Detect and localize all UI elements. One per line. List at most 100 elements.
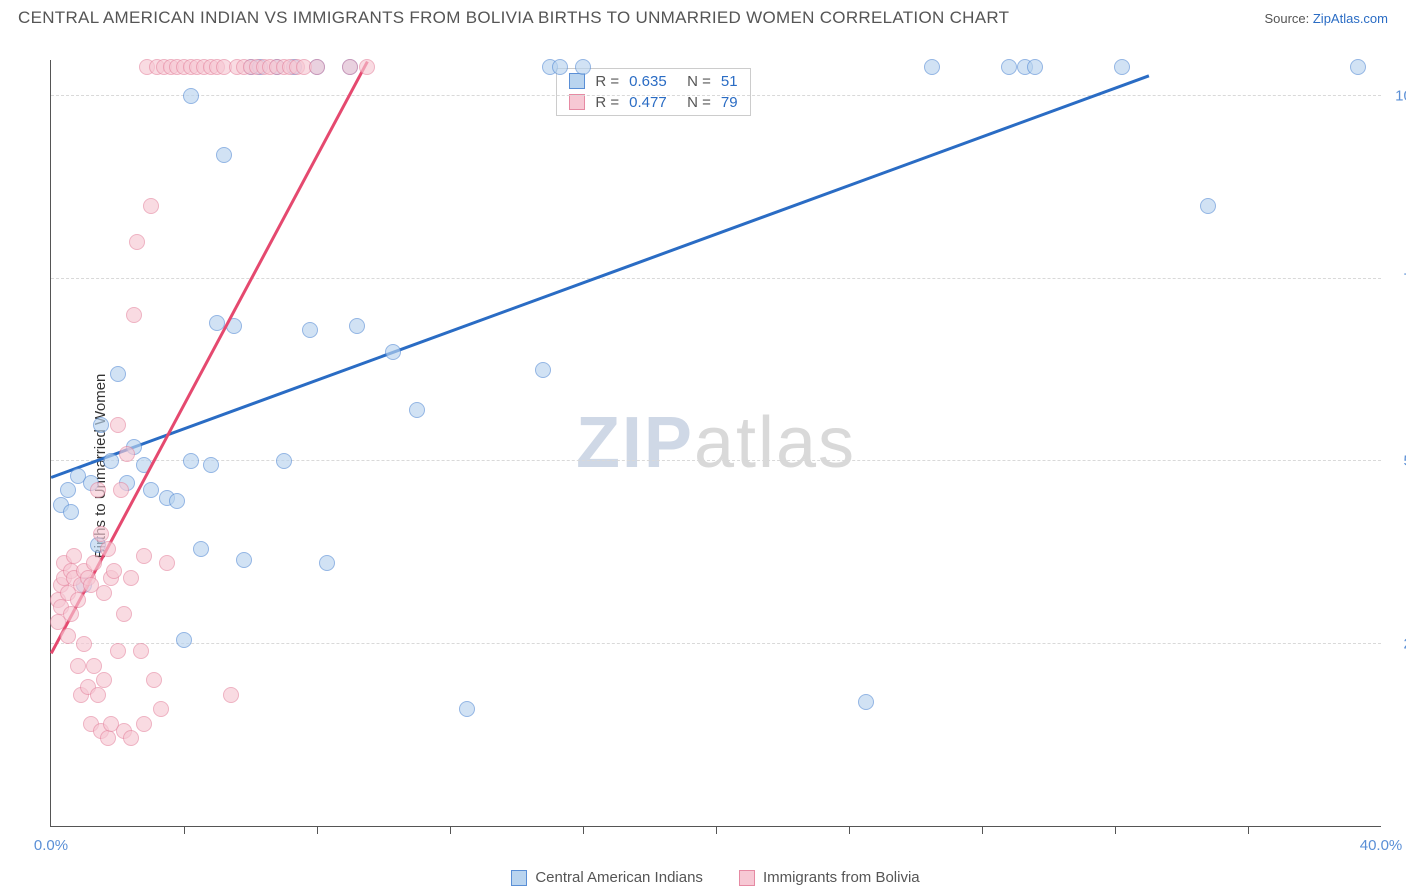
data-point	[60, 482, 76, 498]
data-point	[459, 701, 475, 717]
data-point	[203, 457, 219, 473]
watermark-zip: ZIP	[576, 403, 694, 483]
legend-item: Central American Indians	[511, 869, 703, 886]
data-point	[183, 453, 199, 469]
data-point	[123, 730, 139, 746]
data-point	[96, 672, 112, 688]
data-point	[143, 198, 159, 214]
data-point	[110, 417, 126, 433]
legend-swatch	[739, 870, 755, 886]
data-point	[93, 417, 109, 433]
data-point	[193, 541, 209, 557]
data-point	[319, 555, 335, 571]
data-point	[409, 402, 425, 418]
legend-bottom: Central American Indians Immigrants from …	[50, 869, 1381, 886]
chart-area: Births to Unmarried Women ZIPatlas R =0.…	[0, 40, 1406, 892]
data-point	[1200, 198, 1216, 214]
data-point	[216, 147, 232, 163]
data-point	[236, 552, 252, 568]
data-point	[385, 344, 401, 360]
x-tick-label: 40.0%	[1360, 837, 1403, 854]
data-point	[1350, 59, 1366, 75]
source-link[interactable]: ZipAtlas.com	[1313, 11, 1388, 26]
x-tick	[1248, 826, 1249, 834]
data-point	[143, 482, 159, 498]
data-point	[858, 694, 874, 710]
data-point	[153, 701, 169, 717]
data-point	[133, 643, 149, 659]
data-point	[66, 548, 82, 564]
legend-item: Immigrants from Bolivia	[739, 869, 920, 886]
data-point	[60, 628, 76, 644]
data-point	[86, 555, 102, 571]
x-tick	[982, 826, 983, 834]
data-point	[103, 453, 119, 469]
x-tick	[450, 826, 451, 834]
gridline-y	[51, 460, 1381, 461]
trend-line	[51, 75, 1150, 479]
data-point	[223, 687, 239, 703]
x-tick	[184, 826, 185, 834]
data-point	[535, 362, 551, 378]
x-tick-label: 0.0%	[34, 837, 68, 854]
data-point	[100, 730, 116, 746]
legend-label: Immigrants from Bolivia	[763, 869, 920, 886]
data-point	[176, 632, 192, 648]
data-point	[123, 570, 139, 586]
legend-label: Central American Indians	[535, 869, 703, 886]
y-tick-label: 100.0%	[1395, 88, 1406, 105]
data-point	[100, 541, 116, 557]
x-tick	[849, 826, 850, 834]
gridline-y	[51, 643, 1381, 644]
data-point	[552, 59, 568, 75]
data-point	[116, 606, 132, 622]
data-point	[359, 59, 375, 75]
data-point	[70, 658, 86, 674]
legend-swatch	[569, 73, 585, 89]
legend-swatch	[569, 94, 585, 110]
plot-region: ZIPatlas R =0.635N =51R =0.477N =79 25.0…	[50, 60, 1381, 827]
watermark: ZIPatlas	[576, 402, 856, 484]
r-label: R =	[595, 73, 619, 90]
data-point	[349, 318, 365, 334]
data-point	[110, 643, 126, 659]
data-point	[126, 307, 142, 323]
r-value: 0.635	[629, 73, 677, 90]
data-point	[136, 548, 152, 564]
x-tick	[583, 826, 584, 834]
legend-swatch	[511, 870, 527, 886]
data-point	[96, 585, 112, 601]
x-tick	[716, 826, 717, 834]
data-point	[1001, 59, 1017, 75]
data-point	[342, 59, 358, 75]
data-point	[146, 672, 162, 688]
data-point	[119, 446, 135, 462]
data-point	[70, 592, 86, 608]
source-attribution: Source: ZipAtlas.com	[1264, 11, 1388, 26]
data-point	[106, 563, 122, 579]
data-point	[276, 453, 292, 469]
data-point	[302, 322, 318, 338]
data-point	[129, 234, 145, 250]
chart-header: CENTRAL AMERICAN INDIAN VS IMMIGRANTS FR…	[0, 0, 1406, 32]
data-point	[90, 482, 106, 498]
data-point	[63, 606, 79, 622]
n-label: N =	[687, 73, 711, 90]
data-point	[1114, 59, 1130, 75]
data-point	[183, 88, 199, 104]
chart-title: CENTRAL AMERICAN INDIAN VS IMMIGRANTS FR…	[18, 8, 1009, 28]
data-point	[169, 493, 185, 509]
data-point	[1027, 59, 1043, 75]
data-point	[76, 636, 92, 652]
data-point	[86, 658, 102, 674]
source-prefix: Source:	[1264, 11, 1312, 26]
data-point	[90, 687, 106, 703]
data-point	[136, 716, 152, 732]
data-point	[113, 482, 129, 498]
data-point	[110, 366, 126, 382]
data-point	[63, 504, 79, 520]
n-value: 51	[721, 73, 738, 90]
gridline-y	[51, 95, 1381, 96]
watermark-atlas: atlas	[694, 403, 856, 483]
data-point	[924, 59, 940, 75]
